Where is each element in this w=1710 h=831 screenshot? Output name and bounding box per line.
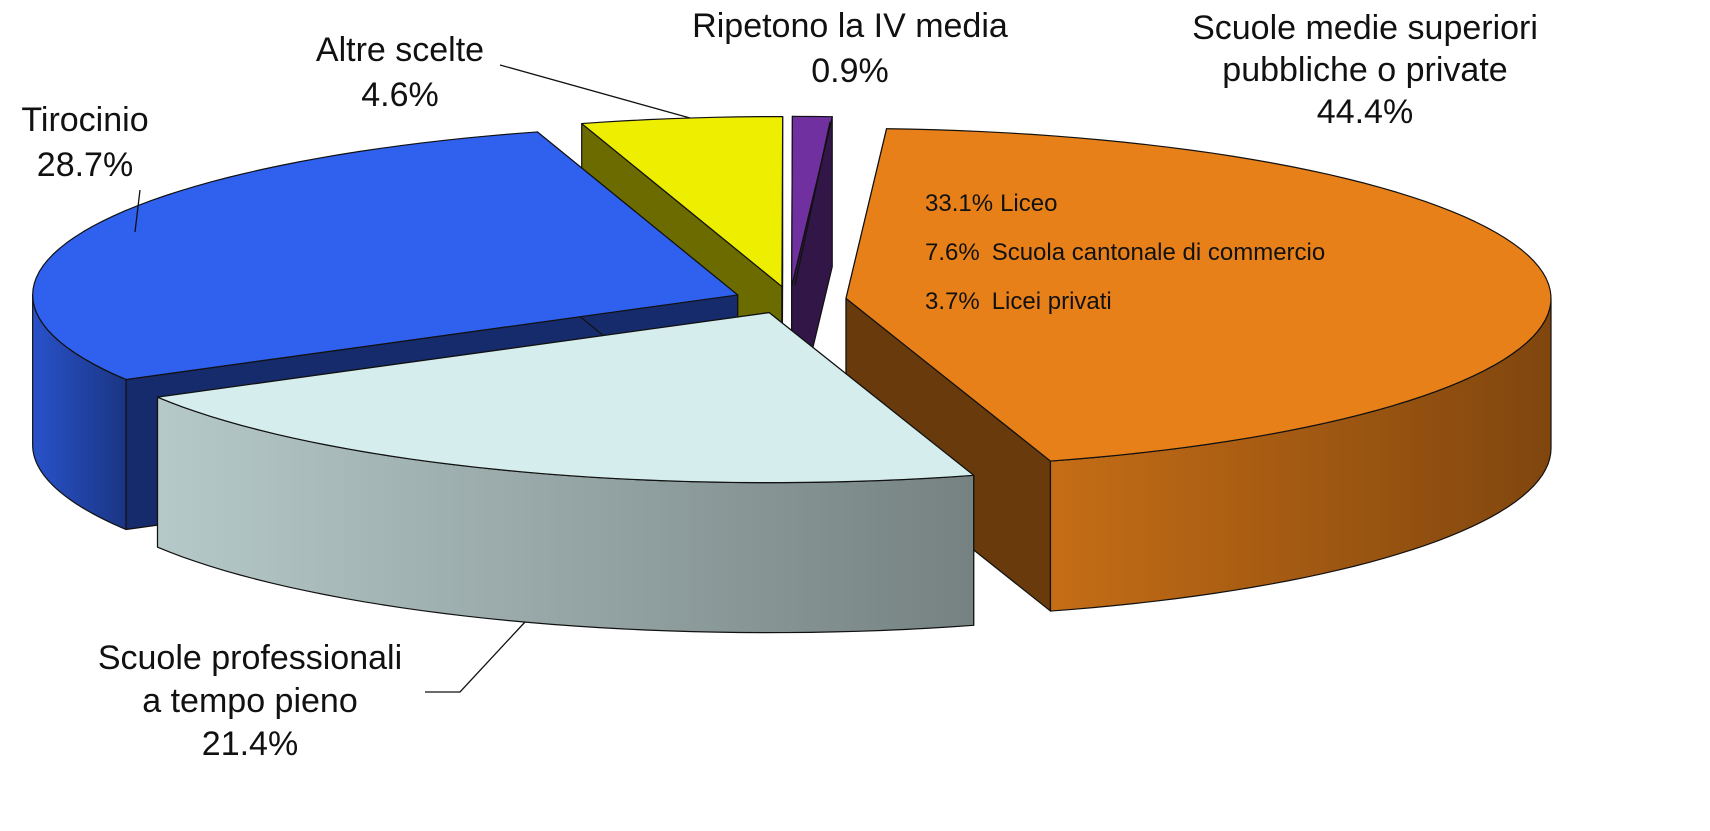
value-label: 44.4% [1317, 93, 1413, 131]
breakdown-value: 3.7% [925, 288, 980, 315]
breakdown-name: Scuola cantonale di commercio [992, 239, 1326, 266]
leader-line [425, 621, 526, 693]
leader-line [794, 121, 831, 286]
value-label: 21.4% [202, 725, 298, 763]
category-label: Altre scelte [316, 31, 484, 69]
slice [32, 131, 739, 381]
value-label: 4.6% [361, 76, 439, 114]
breakdown-item: 3.7% Licei privati [925, 288, 1112, 315]
breakdown-name: Licei privati [992, 288, 1112, 315]
labels: Scuole medie superiori pubbliche o privat… [21, 7, 1538, 763]
category-label: Scuole professionali [98, 639, 402, 677]
slice [156, 312, 975, 484]
breakdown-name: Liceo [1000, 190, 1057, 217]
slice [845, 128, 1552, 462]
value-label: 0.9% [811, 52, 889, 90]
category-label: Tirocinio [21, 101, 148, 139]
category-label: a tempo pieno [142, 682, 358, 720]
breakdown-value: 33.1% [925, 190, 993, 217]
leader-line [499, 64, 691, 119]
value-label: 28.7% [37, 146, 133, 184]
breakdown-value: 7.6% [925, 239, 980, 266]
category-label: pubbliche o private [1222, 51, 1507, 89]
category-label: Ripetono la IV media [692, 7, 1008, 45]
breakdown-item: 7.6% Scuola cantonale di commercio [925, 239, 1325, 266]
leader-line [134, 189, 141, 233]
slices [32, 115, 1552, 634]
breakdown-item: 33.1% Liceo [925, 190, 1057, 217]
slice [581, 115, 784, 288]
category-label: Scuole medie superiori [1192, 9, 1538, 47]
